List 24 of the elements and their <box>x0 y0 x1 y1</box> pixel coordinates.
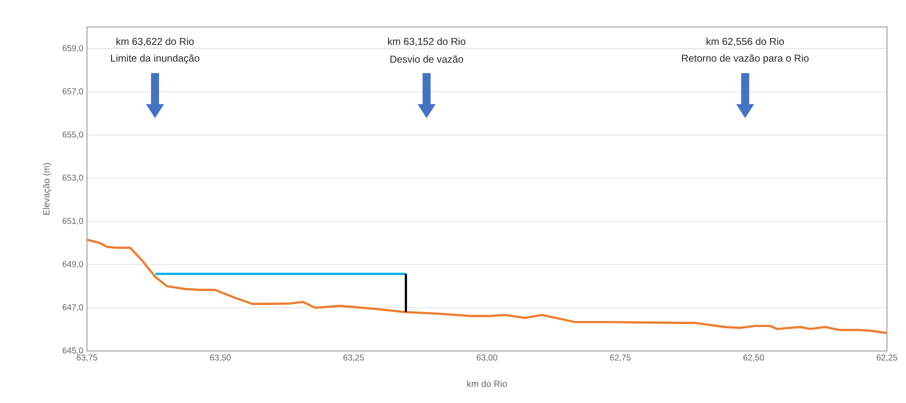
y-tick-label: 659,0 <box>62 45 84 52</box>
annotation: km 63,152 do Rio <box>388 38 466 46</box>
y-tick-label: 651,0 <box>62 218 84 225</box>
annotation: Desvio de vazão <box>390 55 464 63</box>
y-tick-label: 647,0 <box>62 304 84 312</box>
x-tick-label: 62,50 <box>743 354 764 362</box>
y-tick-label: 649,0 <box>62 261 84 268</box>
x-tick-label: 63,00 <box>476 354 498 362</box>
annotation: km 62,556 do Rio <box>706 38 784 46</box>
x-tick-label: 62,75 <box>610 354 631 362</box>
y-tick-label: 657,0 <box>62 88 84 96</box>
line-series <box>86 238 888 334</box>
x-axis-title: km do Rio <box>467 380 507 388</box>
x-tick-label: 63,50 <box>210 354 231 362</box>
x-tick-label: 62,25 <box>876 354 898 362</box>
annotation: Limite da inundação <box>111 54 200 64</box>
annotation: km 63,622 do Rio <box>116 38 194 46</box>
x-tick-label: 63,25 <box>343 354 364 362</box>
y-axis-title: Elevação (m) <box>42 163 52 215</box>
y-tick-label: 655,0 <box>62 131 84 138</box>
annotation: Retorno de vazão para o Rio <box>682 54 809 64</box>
y-tick-label: 645,0 <box>62 347 84 354</box>
x-tick-label: 63,75 <box>76 354 98 362</box>
y-tick-label: 653,0 <box>62 174 84 182</box>
